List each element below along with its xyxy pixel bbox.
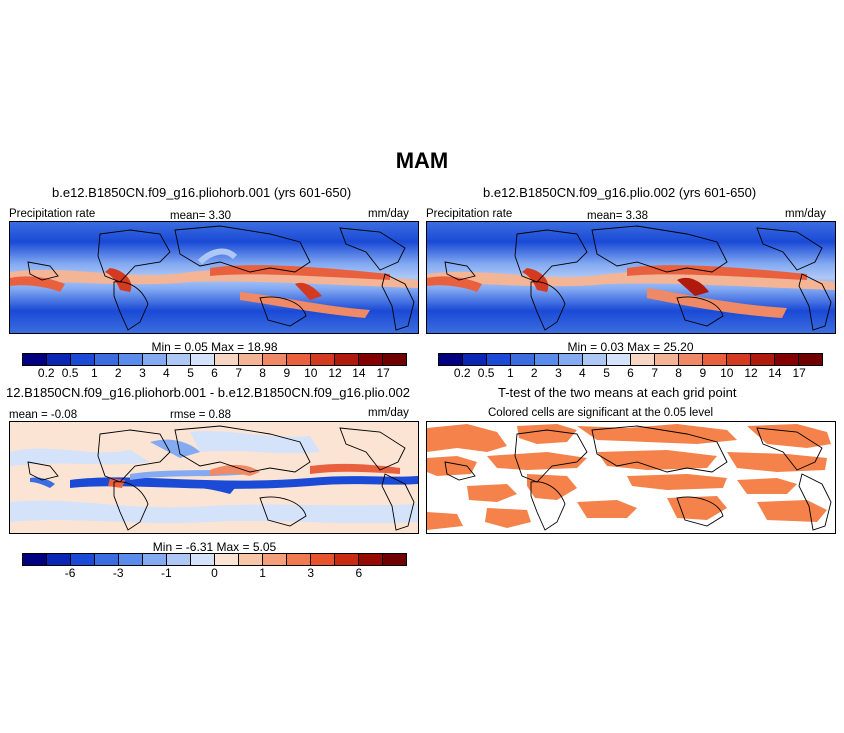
tick-label: 9	[699, 366, 707, 380]
rmse-label-bottom-left: rmse = 0.88	[170, 409, 232, 421]
tick-label: 8	[675, 366, 682, 380]
mean-label-top-right: mean= 3.38	[587, 210, 649, 222]
colorbar-top-left: 0.2 0.5 1 2 3 4 5 6 7 8 9 10 12 14 17	[22, 353, 407, 380]
tick-label: 14	[352, 366, 366, 380]
tick-label: 0	[211, 566, 218, 580]
tick-label: -1	[161, 566, 172, 580]
tick-label: 5	[603, 366, 610, 380]
tick-label: 17	[376, 366, 390, 380]
tick-label: 0.2	[453, 366, 471, 380]
tick-label: 17	[792, 366, 806, 380]
panel-title-top-right: b.e12.B1850CN.f09_g16.plio.002 (yrs 601-…	[483, 185, 757, 200]
tick-label: 14	[768, 366, 782, 380]
tick-label: 7	[651, 366, 659, 380]
panel-title-bottom-right: T-test of the two means at each grid poi…	[498, 385, 737, 400]
colorbar-swatches-top-left	[22, 353, 407, 366]
tick-label: 10	[304, 366, 318, 380]
minmax-top-right: Min = 0.03 Max = 25.20	[567, 340, 694, 354]
tick-label: 3	[555, 366, 562, 380]
tick-label: 1	[91, 366, 98, 380]
minmax-top-left: Min = 0.05 Max = 18.98	[151, 340, 278, 354]
colorbar-ticks-bottom-left: -6 -3 -1 0 1 3 6	[22, 566, 407, 580]
tick-label: 4	[579, 366, 586, 380]
tick-label: 7	[235, 366, 243, 380]
tick-label: 12	[744, 366, 758, 380]
tick-label: 5	[187, 366, 194, 380]
panel-title-top-left: b.e12.B1850CN.f09_g16.pliohorb.001 (yrs …	[52, 185, 352, 200]
tick-label: 3	[307, 566, 315, 580]
colorbar-swatches-bottom-left	[22, 553, 407, 566]
panel-title-bottom-left: 12.B1850CN.f09_g16.pliohorb.001 - b.e12.…	[6, 385, 411, 400]
tick-label: 4	[163, 366, 170, 380]
var-label-top-right: Precipitation rate	[426, 208, 513, 220]
colorbar-top-right: 0.2 0.5 1 2 3 4 5 6 7 8 9 10 12 14 17	[438, 353, 823, 380]
tick-label: 1	[507, 366, 514, 380]
colorbar-ticks-top-left: 0.2 0.5 1 2 3 4 5 6 7 8 9 10 12 14 17	[22, 366, 407, 380]
tick-label: 3	[139, 366, 146, 380]
ttest-significance-map	[426, 421, 836, 534]
tick-label: 8	[259, 366, 266, 380]
tick-label: 2	[114, 366, 122, 380]
tick-label: 1	[259, 566, 266, 580]
minmax-bottom-left: Min = -6.31 Max = 5.05	[152, 540, 277, 554]
difference-map	[9, 421, 419, 534]
colorbar-swatches-top-right	[438, 353, 823, 366]
page-title: MAM	[395, 148, 449, 173]
colorbar-ticks-top-right: 0.2 0.5 1 2 3 4 5 6 7 8 9 10 12 14 17	[438, 366, 823, 380]
tick-label: 6	[211, 366, 218, 380]
var-label-top-left: Precipitation rate	[9, 208, 96, 220]
tick-label: 6	[627, 366, 634, 380]
tick-label: 12	[328, 366, 342, 380]
mean-label-top-left: mean= 3.30	[170, 210, 232, 222]
mean-label-bottom-left: mean = -0.08	[9, 409, 78, 421]
tick-label: -6	[64, 566, 76, 580]
units-label-bottom-left: mm/day	[368, 407, 409, 419]
tick-label: 0.5	[477, 366, 495, 380]
units-label-top-right: mm/day	[785, 208, 826, 220]
tick-label: 0.2	[37, 366, 55, 380]
tick-label: 10	[720, 366, 734, 380]
precip-map-top-left	[9, 221, 419, 334]
tick-label: 0.5	[61, 366, 79, 380]
units-label-top-left: mm/day	[368, 208, 409, 220]
tick-label: 9	[283, 366, 291, 380]
tick-label: -3	[112, 566, 124, 580]
panel-subtitle-bottom-right: Colored cells are significant at the 0.0…	[488, 407, 714, 419]
precip-map-top-right	[426, 221, 836, 334]
tick-label: 2	[530, 366, 538, 380]
colorbar-bottom-left: -6 -3 -1 0 1 3 6	[22, 553, 407, 580]
tick-label: 6	[355, 566, 363, 580]
